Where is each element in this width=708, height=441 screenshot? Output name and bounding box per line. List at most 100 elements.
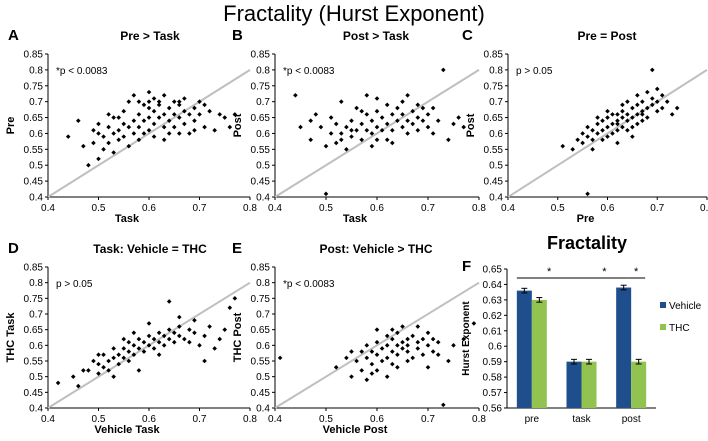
bar-vehicle — [616, 287, 632, 408]
scatter-point — [595, 121, 600, 127]
scatter-point — [435, 118, 441, 124]
bar-thc — [631, 361, 647, 408]
scatter-point — [471, 321, 477, 326]
scatter-point — [76, 383, 81, 389]
significance-annotation: *p < 0.0083 — [283, 279, 335, 290]
scatter-point — [156, 330, 162, 336]
identity-line — [274, 281, 480, 409]
scatter-point — [654, 99, 660, 104]
scatter-point — [136, 346, 142, 351]
scatter-point — [379, 115, 385, 120]
scatter-point — [369, 349, 375, 354]
x-tick-label: 0.4 — [501, 203, 515, 214]
scatter-point — [349, 349, 354, 354]
y-tick-label: 0.8 — [256, 65, 270, 76]
scatter-point — [390, 112, 395, 117]
scatter-point — [166, 131, 172, 136]
scatter-point — [430, 336, 436, 342]
scatter-point — [390, 336, 395, 342]
y-tick-label: 0.59 — [483, 357, 503, 368]
scatter-point — [141, 102, 147, 108]
y-tick-label: 0.55 — [251, 357, 271, 368]
scatter-point — [318, 124, 324, 130]
scatter-point — [425, 330, 431, 336]
scatter-point — [96, 156, 101, 162]
scatter-point — [151, 121, 157, 127]
scatter-point — [70, 374, 76, 379]
scatter-point — [187, 327, 192, 332]
y-tick-label: 0.75 — [24, 81, 44, 92]
scatter-point — [384, 121, 390, 127]
scatter-point — [96, 121, 101, 127]
scatter-point — [126, 358, 132, 364]
scatter-point — [131, 352, 137, 358]
scatter-point — [161, 93, 167, 98]
scatter-point — [415, 324, 421, 329]
y-tick-label: 0.5 — [489, 161, 503, 172]
scatter-point — [197, 112, 202, 117]
scatter-point — [232, 296, 238, 301]
significance-star: * — [634, 266, 639, 278]
scatter-point — [625, 112, 630, 117]
scatter-point — [313, 112, 319, 117]
y-tick-label: 0.4 — [29, 193, 43, 204]
scatter-point — [649, 96, 655, 101]
scatter-point — [379, 358, 385, 364]
scatter-point — [151, 346, 157, 351]
scatter-point — [192, 317, 197, 323]
scatter-point — [630, 124, 635, 130]
scatter-point — [390, 140, 395, 146]
scatter-point — [55, 380, 61, 386]
scatter-point — [197, 343, 202, 348]
scatter-point — [435, 339, 441, 345]
scatter-point — [166, 327, 172, 332]
scatter-point — [222, 327, 228, 332]
significance-annotation: p > 0.05 — [56, 279, 93, 290]
y-tick-label: 0.85 — [24, 50, 44, 61]
y-tick-label: 0.61 — [483, 326, 503, 337]
scatter-point — [192, 105, 197, 111]
scatter-point — [645, 89, 650, 95]
scatter-point — [405, 336, 410, 342]
scatter-point — [141, 339, 147, 345]
x-tick-label: 0.4 — [268, 414, 282, 425]
panel-e-scatter: E Post: Vehicle > THC 0.4 0.45 0.5 0.55 0.6 0.6… — [232, 240, 486, 436]
scatter-point — [116, 115, 121, 120]
scatter-point — [187, 112, 192, 117]
scatter-point — [91, 358, 96, 364]
x-category-label: pre — [525, 414, 540, 425]
scatter-point — [364, 377, 370, 383]
scatter-point — [111, 346, 116, 351]
y-tick-label: 0.75 — [251, 294, 271, 305]
scatter-point — [364, 127, 370, 133]
scatter-point — [435, 352, 441, 358]
panel-a-scatter: A Pre > Task 0.4 0.45 0.5 0.55 0.6 0.65 0.7 0.75 0… — [5, 27, 257, 225]
scatter-point — [605, 134, 610, 139]
panel-label: C — [462, 27, 473, 44]
scatter-point — [151, 134, 157, 139]
y-tick-label: 0.5 — [29, 372, 43, 383]
scatter-point — [187, 131, 192, 136]
scatter-point — [405, 349, 410, 354]
scatter-point — [415, 339, 421, 345]
x-tick-label: 0.6 — [142, 203, 156, 214]
scatter-point — [595, 115, 600, 120]
scatter-point — [600, 118, 605, 124]
scatter-point — [635, 102, 640, 108]
scatter-point — [384, 343, 390, 348]
panel-label: E — [232, 240, 242, 257]
scatter-point — [121, 346, 127, 351]
scatter-point — [615, 118, 620, 124]
scatter-point — [131, 330, 137, 336]
scatter-point — [405, 131, 410, 136]
scatter-point — [116, 127, 121, 133]
scatter-point — [420, 352, 426, 358]
scatter-point — [177, 333, 182, 339]
y-axis-label: Hurst Exponent — [461, 301, 472, 376]
scatter-point — [202, 333, 207, 339]
scatter-point — [384, 102, 390, 108]
scatter-point — [126, 349, 132, 354]
bar-thc — [531, 299, 547, 408]
scatter-point — [635, 121, 640, 127]
scatter-point — [461, 336, 466, 342]
